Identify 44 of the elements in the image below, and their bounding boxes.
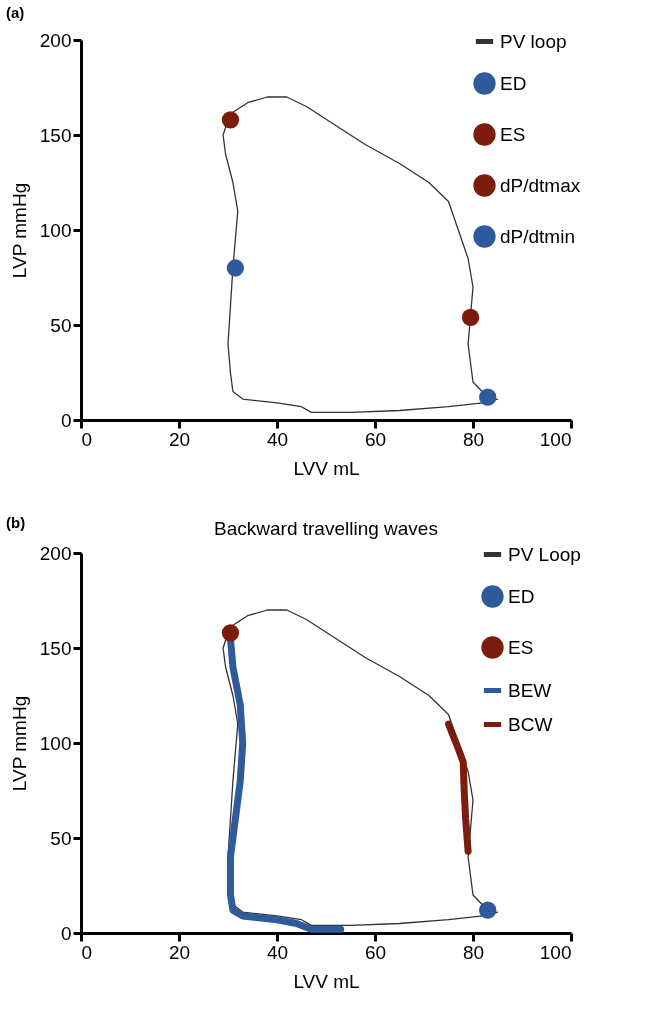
x-tick-label: 20 (168, 941, 191, 963)
legend-label: ED (500, 72, 527, 94)
legend-label: ES (508, 636, 534, 658)
point (461, 308, 480, 327)
x-tick-label: 60 (364, 941, 387, 963)
y-axis-title: LVP mmHg (8, 182, 30, 279)
x-tick-label: 80 (462, 941, 485, 963)
y-tick-label: 150 (39, 124, 72, 146)
legend-label: ES (500, 123, 526, 145)
y-tick-label: 150 (39, 637, 72, 659)
point (221, 111, 240, 129)
y-tick-label: 50 (50, 314, 72, 336)
y-tick-label: 0 (60, 409, 72, 431)
y-tick-label: 100 (39, 732, 72, 754)
legend-label: BCW (508, 713, 553, 735)
legend-label: BEW (508, 679, 552, 701)
legend-label: ED (508, 585, 535, 607)
y-tick-label: 100 (39, 219, 72, 241)
x-tick-label: 100 (539, 941, 572, 963)
y-tick-label: 50 (50, 827, 72, 849)
y-axis-title: LVP mmHg (8, 695, 30, 792)
y-tick-label: 200 (39, 542, 72, 564)
x-tick-label: 40 (266, 941, 289, 963)
legend-label: PV loop (500, 30, 567, 52)
x-tick-label: 40 (266, 428, 289, 450)
x-tick-label: 100 (539, 428, 572, 450)
legend-label: dP/dtmax (500, 174, 581, 196)
x-tick-label: 0 (81, 941, 93, 963)
x-tick-label: 0 (81, 428, 93, 450)
x-tick-label: 80 (462, 428, 485, 450)
y-tick-label: 0 (60, 922, 72, 944)
text: (a) (6, 4, 25, 21)
x-axis-title: LVV mL (293, 970, 360, 992)
legend-label: dP/dtmin (500, 225, 575, 247)
point (226, 259, 245, 277)
line-series (222, 96, 499, 414)
chart-title: Backward travelling waves (214, 518, 438, 539)
y-tick-label: 200 (39, 29, 72, 51)
text: (b) (6, 514, 26, 531)
x-axis-title: LVV mL (293, 457, 360, 479)
legend-label: PV Loop (508, 543, 581, 565)
x-tick-label: 20 (168, 428, 191, 450)
point (479, 388, 497, 406)
x-tick-label: 60 (364, 428, 387, 450)
